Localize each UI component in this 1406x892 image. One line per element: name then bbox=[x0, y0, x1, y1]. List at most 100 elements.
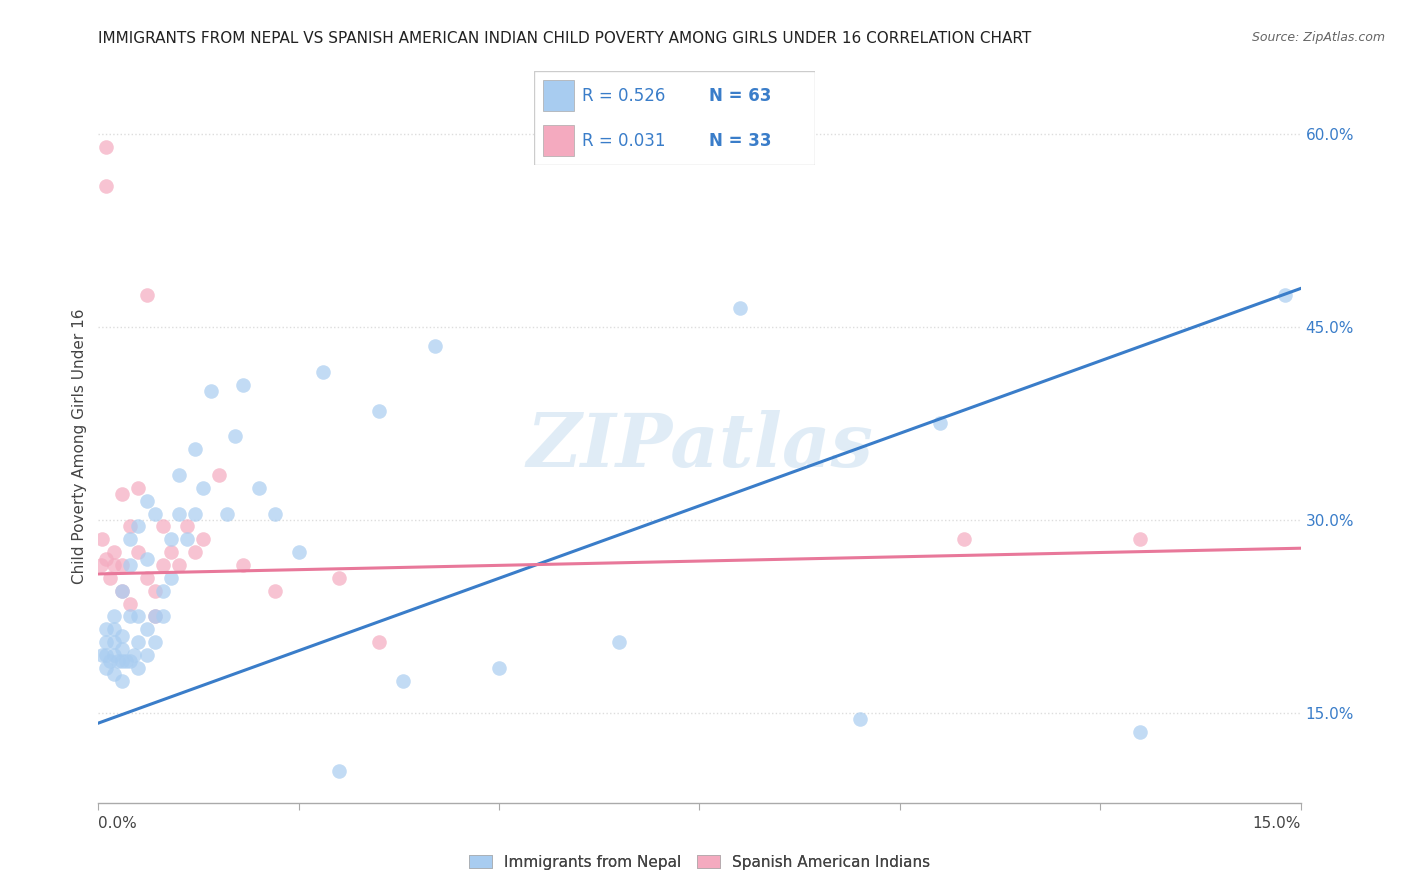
Point bbox=[96, 648, 118, 662]
Point bbox=[609, 635, 631, 649]
Point bbox=[224, 429, 246, 443]
Point bbox=[111, 487, 134, 501]
Point bbox=[849, 712, 872, 726]
Point bbox=[183, 545, 205, 559]
Point bbox=[91, 648, 114, 662]
Point bbox=[263, 583, 285, 598]
Point bbox=[111, 558, 134, 572]
Point bbox=[176, 533, 198, 547]
Point bbox=[247, 481, 270, 495]
Point bbox=[128, 519, 150, 533]
Point bbox=[215, 507, 238, 521]
Text: ZIPatlas: ZIPatlas bbox=[526, 409, 873, 483]
Point bbox=[100, 571, 122, 585]
Point bbox=[328, 571, 350, 585]
Text: R = 0.031: R = 0.031 bbox=[582, 132, 665, 150]
Point bbox=[128, 545, 150, 559]
Text: 15.0%: 15.0% bbox=[1253, 816, 1301, 830]
Point bbox=[111, 629, 134, 643]
Point bbox=[152, 609, 174, 624]
Point bbox=[312, 365, 335, 379]
Point bbox=[135, 648, 157, 662]
Point bbox=[208, 467, 231, 482]
Point bbox=[90, 558, 112, 572]
FancyBboxPatch shape bbox=[543, 125, 574, 156]
Point bbox=[128, 661, 150, 675]
Point bbox=[103, 648, 125, 662]
Point bbox=[152, 583, 174, 598]
Point bbox=[96, 551, 118, 566]
Point bbox=[929, 417, 952, 431]
Point bbox=[368, 635, 391, 649]
Text: R = 0.526: R = 0.526 bbox=[582, 87, 665, 104]
Point bbox=[728, 301, 751, 315]
Point bbox=[368, 403, 391, 417]
Point bbox=[96, 140, 118, 154]
Point bbox=[135, 551, 157, 566]
FancyBboxPatch shape bbox=[534, 71, 815, 165]
Point bbox=[143, 583, 166, 598]
Point bbox=[135, 571, 157, 585]
Point bbox=[176, 519, 198, 533]
Point bbox=[120, 533, 142, 547]
Point bbox=[328, 764, 350, 778]
Point bbox=[191, 533, 214, 547]
Text: N = 63: N = 63 bbox=[709, 87, 770, 104]
Point bbox=[152, 519, 174, 533]
Point bbox=[120, 558, 142, 572]
Point bbox=[143, 609, 166, 624]
Point bbox=[183, 507, 205, 521]
Point bbox=[135, 288, 157, 302]
Point bbox=[953, 533, 976, 547]
Text: Source: ZipAtlas.com: Source: ZipAtlas.com bbox=[1251, 31, 1385, 45]
Point bbox=[111, 583, 134, 598]
Point bbox=[159, 571, 181, 585]
Point bbox=[115, 654, 138, 668]
Text: 0.0%: 0.0% bbox=[98, 816, 138, 830]
Point bbox=[120, 609, 142, 624]
Point bbox=[103, 609, 125, 624]
Point bbox=[488, 661, 510, 675]
Point bbox=[120, 654, 142, 668]
Point bbox=[143, 635, 166, 649]
Point bbox=[128, 635, 150, 649]
Point bbox=[103, 667, 125, 681]
Point bbox=[128, 609, 150, 624]
Point bbox=[100, 654, 122, 668]
Point bbox=[103, 545, 125, 559]
Point bbox=[124, 648, 146, 662]
Y-axis label: Child Poverty Among Girls Under 16: Child Poverty Among Girls Under 16 bbox=[72, 309, 87, 583]
Text: N = 33: N = 33 bbox=[709, 132, 770, 150]
Point bbox=[183, 442, 205, 457]
Point bbox=[120, 597, 142, 611]
Point bbox=[167, 507, 190, 521]
Point bbox=[1129, 533, 1152, 547]
Point bbox=[103, 622, 125, 636]
Legend: Immigrants from Nepal, Spanish American Indians: Immigrants from Nepal, Spanish American … bbox=[461, 847, 938, 877]
Point bbox=[96, 622, 118, 636]
Point bbox=[288, 545, 311, 559]
Point bbox=[200, 384, 222, 399]
Point bbox=[191, 481, 214, 495]
Point bbox=[96, 661, 118, 675]
Point bbox=[128, 481, 150, 495]
Point bbox=[91, 533, 114, 547]
Point bbox=[423, 339, 446, 353]
Point bbox=[152, 558, 174, 572]
Point bbox=[135, 493, 157, 508]
Point bbox=[232, 378, 254, 392]
Point bbox=[167, 558, 190, 572]
FancyBboxPatch shape bbox=[543, 79, 574, 111]
Point bbox=[143, 609, 166, 624]
Point bbox=[111, 654, 134, 668]
Point bbox=[263, 507, 285, 521]
Point bbox=[232, 558, 254, 572]
Text: IMMIGRANTS FROM NEPAL VS SPANISH AMERICAN INDIAN CHILD POVERTY AMONG GIRLS UNDER: IMMIGRANTS FROM NEPAL VS SPANISH AMERICA… bbox=[98, 31, 1032, 46]
Point bbox=[1129, 725, 1152, 739]
Point bbox=[392, 673, 415, 688]
Point bbox=[107, 654, 129, 668]
Point bbox=[159, 533, 181, 547]
Point bbox=[143, 507, 166, 521]
Point bbox=[120, 519, 142, 533]
Point bbox=[135, 622, 157, 636]
